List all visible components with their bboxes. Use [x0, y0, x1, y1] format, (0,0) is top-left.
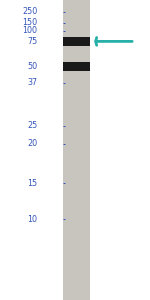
Bar [63, 0, 90, 300]
Text: 10: 10 [27, 214, 38, 224]
Text: 15: 15 [27, 178, 38, 188]
Text: 250: 250 [22, 8, 38, 16]
Text: 75: 75 [27, 37, 38, 46]
Text: 50: 50 [27, 62, 38, 71]
Text: 100: 100 [22, 26, 38, 35]
Text: 20: 20 [27, 140, 38, 148]
Text: 150: 150 [22, 18, 38, 27]
Bar [63, 62, 90, 71]
Text: 37: 37 [27, 78, 38, 87]
Text: 25: 25 [27, 122, 38, 130]
Bar [63, 37, 90, 46]
